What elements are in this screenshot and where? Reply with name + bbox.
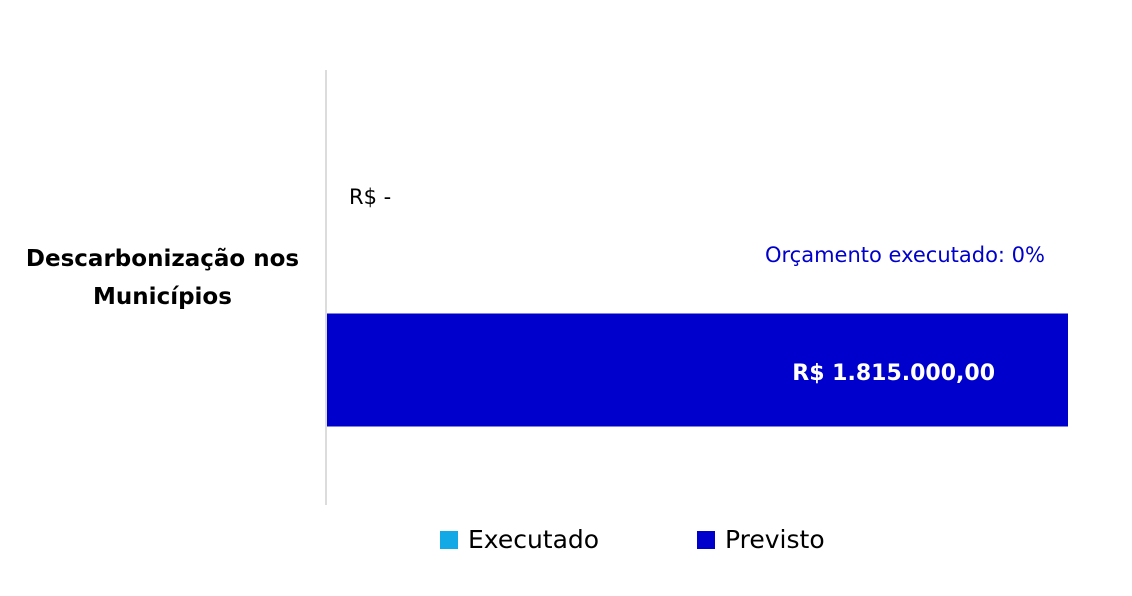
value-label: R$ 1.815.000,00 [792, 361, 995, 386]
legend-swatch [440, 531, 458, 549]
bar [327, 313, 1068, 427]
value-label: R$ - [349, 185, 391, 209]
legend-swatch [697, 531, 715, 549]
annotation: Orçamento executado: 0% [765, 243, 1045, 267]
category-label: Descarbonização nos Municípios [25, 246, 300, 310]
legend-label: Executado [468, 525, 599, 554]
legend-label: Previsto [725, 525, 825, 554]
